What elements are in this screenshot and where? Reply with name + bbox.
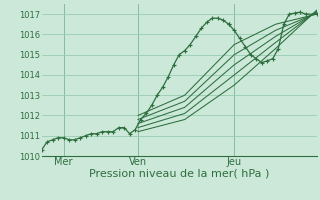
X-axis label: Pression niveau de la mer( hPa ): Pression niveau de la mer( hPa ) [89,169,269,179]
